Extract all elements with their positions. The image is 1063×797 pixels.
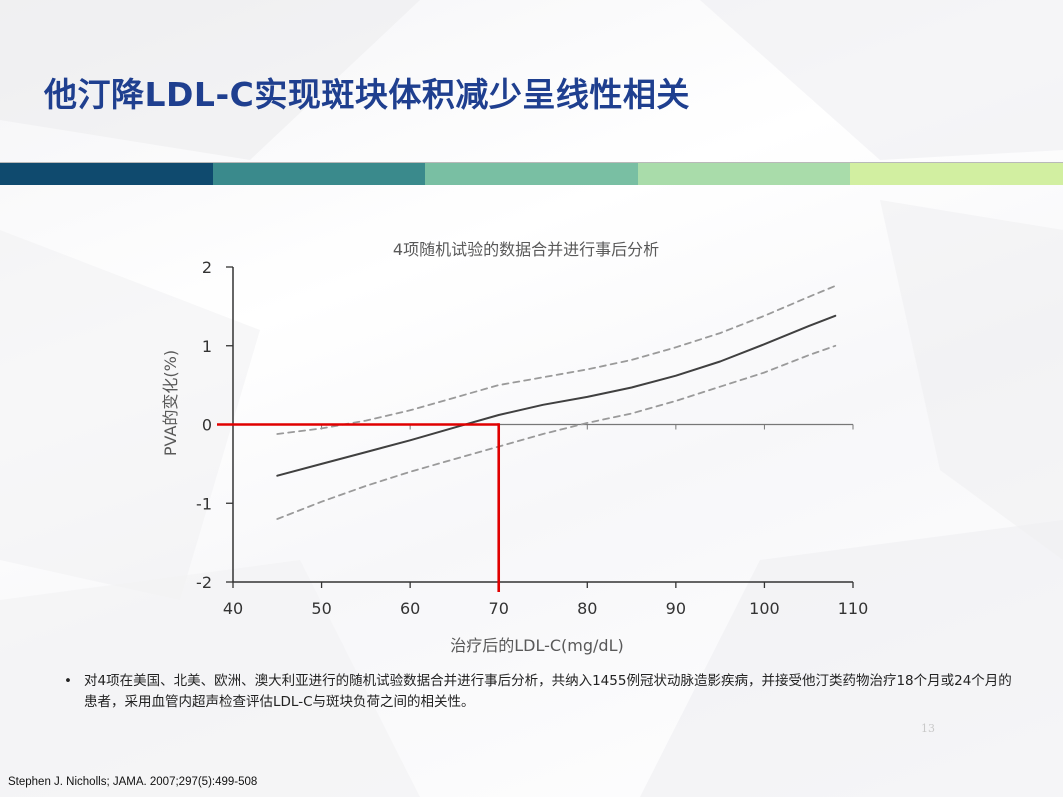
chart-axes: 2 1 0 -1 -2 40 50 60 70 80 90 100 110 — [196, 258, 868, 618]
y-tick-label: -1 — [196, 494, 212, 513]
y-tick-label: -2 — [196, 573, 212, 592]
chart-title: 4项随机试验的数据合并进行事后分析 — [393, 240, 659, 259]
bullet-marker: • — [64, 673, 72, 689]
x-tick-label: 80 — [577, 599, 597, 618]
y-axis-label: PVA的变化(%) — [161, 350, 180, 456]
series-estimate — [276, 314, 837, 477]
x-axis-label: 治疗后的LDL-C(mg/dL) — [450, 636, 624, 655]
series-lower-ci — [276, 344, 837, 520]
x-tick-label: 110 — [838, 599, 869, 618]
x-tick-label: 50 — [311, 599, 331, 618]
x-tick-label: 40 — [223, 599, 243, 618]
x-tick-label: 70 — [489, 599, 509, 618]
band-segment-1 — [0, 163, 213, 185]
band-segment-5 — [850, 163, 1063, 185]
x-tick-label: 60 — [400, 599, 420, 618]
slide-title: 他汀降LDL-C实现斑块体积减少呈线性相关 — [44, 75, 690, 114]
citation: Stephen J. Nicholls; JAMA. 2007;297(5):4… — [8, 776, 258, 788]
x-tick-label: 90 — [666, 599, 686, 618]
band-segment-4 — [637, 163, 851, 185]
y-tick-label: 2 — [202, 258, 212, 277]
x-tick-label: 100 — [749, 599, 780, 618]
band-segment-3 — [425, 163, 638, 185]
y-tick-label: 1 — [202, 337, 212, 356]
series-upper-ci — [276, 284, 837, 435]
page-number: 13 — [921, 722, 935, 735]
y-tick-label: 0 — [202, 416, 212, 435]
chart-annotation — [217, 423, 501, 592]
bullet-text: 对4项在美国、北美、欧洲、澳大利亚进行的随机试验数据合并进行事后分析，共纳入14… — [84, 673, 1012, 710]
header-divider — [0, 162, 1063, 163]
color-band — [0, 163, 1063, 185]
band-segment-2 — [212, 163, 426, 185]
chart-series — [276, 284, 837, 520]
